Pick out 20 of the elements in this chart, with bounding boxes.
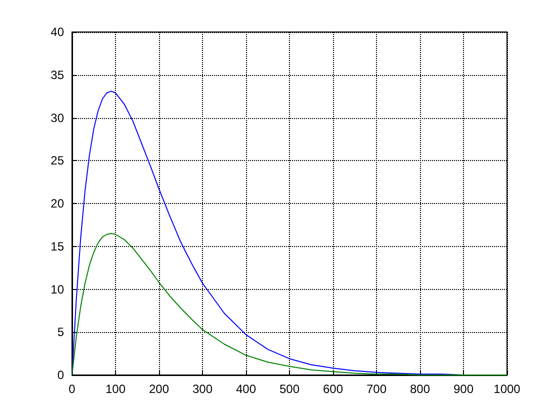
y-tick-label: 25: [50, 154, 64, 168]
y-tick-label: 10: [50, 282, 64, 296]
x-tick-label: 600: [322, 382, 344, 396]
y-tick-label: 20: [50, 196, 64, 210]
y-tick-label: 35: [50, 68, 64, 82]
x-tick-label: 1000: [494, 382, 521, 396]
x-tick-label: 500: [279, 382, 300, 396]
y-tick-label: 30: [50, 110, 64, 125]
x-tick-label: 900: [453, 382, 474, 396]
y-tick-label: 5: [57, 325, 64, 340]
x-tick-label: 300: [192, 382, 213, 396]
x-tick-label: 200: [148, 382, 170, 396]
x-tick-label: 700: [366, 382, 387, 396]
x-tick-label: 400: [236, 382, 256, 396]
y-tick-label: 15: [50, 239, 64, 254]
x-tick-label: 0: [68, 382, 76, 396]
x-tick-label: 100: [105, 382, 126, 396]
y-tick-label: 40: [50, 25, 64, 39]
x-tick-label: 800: [410, 382, 430, 396]
y-tick-label: 0: [57, 368, 64, 382]
